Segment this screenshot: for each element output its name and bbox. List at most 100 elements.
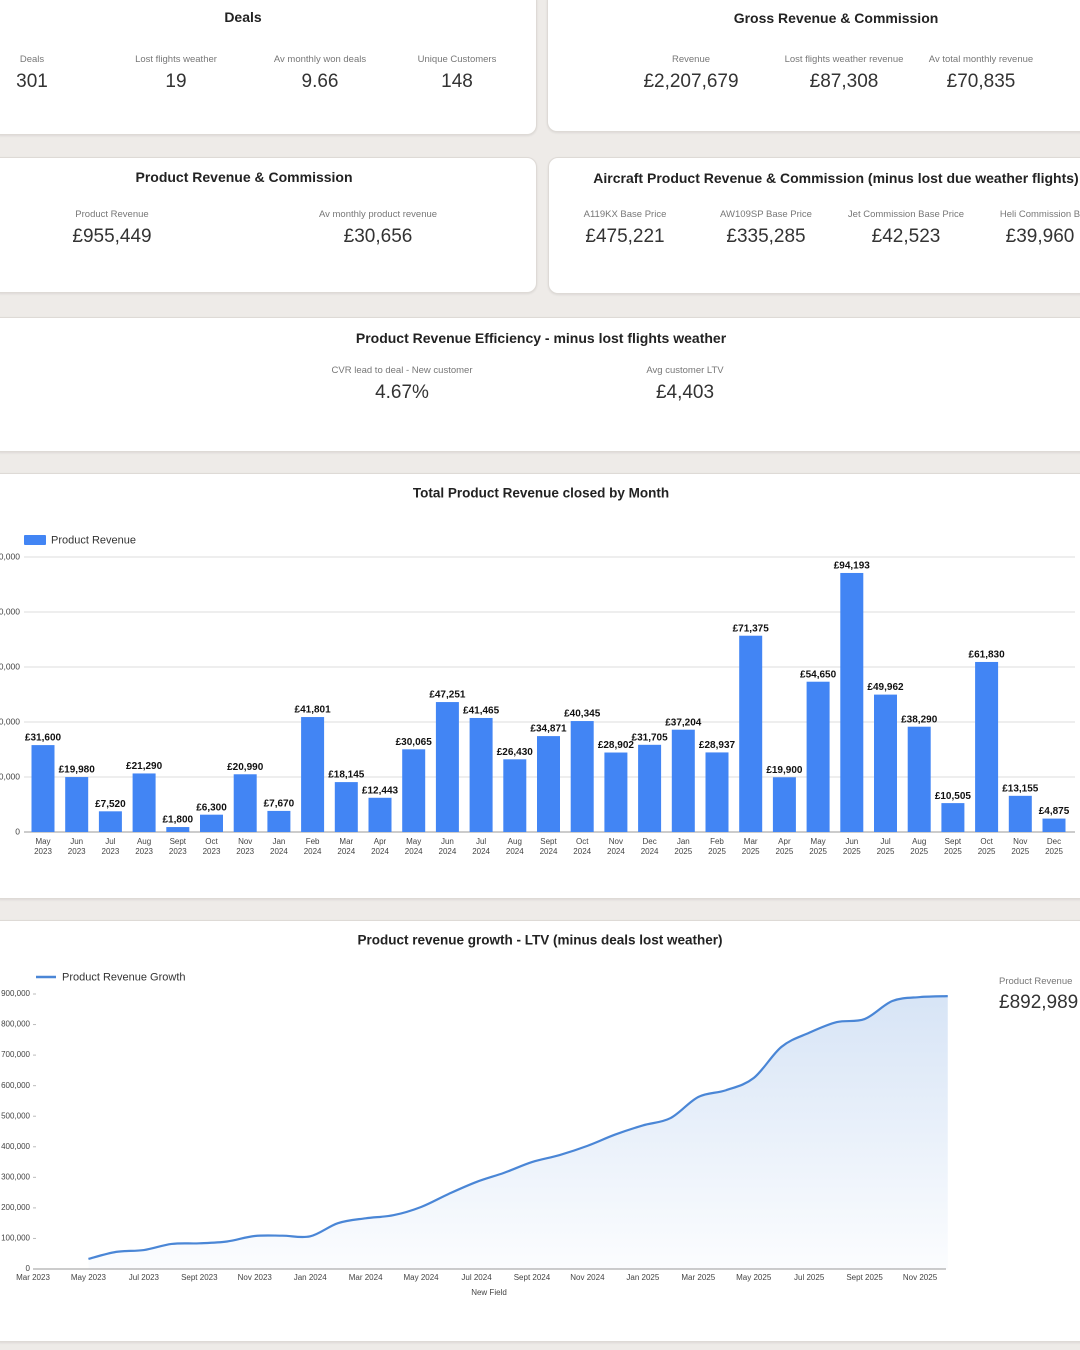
metric-value: 148 bbox=[441, 71, 473, 92]
bar bbox=[166, 827, 190, 832]
data-label: £1,800 bbox=[163, 815, 194, 826]
x-tick-label: Jul 2025 bbox=[877, 837, 895, 856]
x-tick-label: Nov 2025 bbox=[903, 1273, 938, 1282]
data-label: £54,650 bbox=[800, 669, 837, 680]
bar bbox=[772, 777, 796, 832]
x-tick-label: Feb 2025 bbox=[708, 837, 726, 856]
x-tick-label: Nov 2025 bbox=[1011, 837, 1029, 856]
bar bbox=[200, 814, 223, 832]
data-label: £28,937 bbox=[699, 740, 736, 751]
legend-label: Product Revenue Growth bbox=[62, 971, 186, 983]
metric-value: £70,835 bbox=[946, 71, 1016, 92]
kpi-card bbox=[548, 157, 1080, 294]
y-tick-label: 600,000 bbox=[1, 1081, 30, 1090]
y-tick-label: 700,000 bbox=[1, 1050, 30, 1059]
bar bbox=[65, 777, 89, 832]
metric-value: £87,308 bbox=[809, 71, 879, 92]
y-tick-label: 500,000 bbox=[1, 1111, 30, 1120]
x-tick-label: Jan 2024 bbox=[294, 1273, 327, 1282]
metric-label: Deals bbox=[19, 54, 45, 65]
x-tick-label: Mar 2024 bbox=[349, 1273, 383, 1282]
y-tick-label: 0 bbox=[26, 1264, 31, 1273]
y-tick-label: 400,000 bbox=[1, 1142, 30, 1151]
x-tick-label: May 2025 bbox=[736, 1273, 772, 1282]
y-tick-label: 200,000 bbox=[1, 1203, 30, 1212]
x-tick-label: Aug 2024 bbox=[506, 837, 524, 856]
bar bbox=[402, 749, 426, 832]
data-label: £49,962 bbox=[867, 682, 904, 693]
kpi-card bbox=[547, 0, 1080, 132]
data-label: £18,145 bbox=[328, 770, 365, 781]
metric-label: Av monthly product revenue bbox=[318, 209, 438, 220]
data-label: £31,600 bbox=[25, 733, 62, 744]
bar bbox=[705, 752, 729, 832]
x-tick-label: Mar 2024 bbox=[337, 837, 355, 856]
x-tick-label: May 2024 bbox=[405, 837, 423, 856]
x-tick-label: Aug 2023 bbox=[135, 837, 153, 856]
data-label: £12,443 bbox=[362, 785, 399, 796]
metric-label: Product Revenue bbox=[75, 209, 149, 220]
metric-value: £2,207,679 bbox=[643, 71, 739, 92]
data-label: £19,980 bbox=[59, 765, 96, 776]
data-label: £61,830 bbox=[969, 650, 1006, 661]
card-title: Product Revenue Efficiency - minus lost … bbox=[355, 330, 727, 346]
x-tick-label: Nov 2023 bbox=[236, 837, 254, 856]
metric-label: Lost flights weather revenue bbox=[784, 54, 904, 65]
x-tick-label: May 2023 bbox=[71, 1273, 107, 1282]
legend-swatch bbox=[24, 535, 46, 545]
metric-value: £30,656 bbox=[343, 226, 413, 247]
metric-label: Heli Commission B bbox=[999, 209, 1080, 220]
data-label: £7,670 bbox=[264, 799, 295, 810]
data-label: £20,990 bbox=[227, 762, 264, 773]
x-tick-label: Oct 2024 bbox=[573, 837, 591, 856]
metric-label: Revenue bbox=[671, 54, 711, 65]
y-tick-label: 800,000 bbox=[1, 1020, 30, 1029]
data-label: £6,300 bbox=[196, 802, 227, 813]
x-tick-label: Sept 2023 bbox=[181, 1273, 218, 1282]
data-label: £94,193 bbox=[834, 561, 871, 572]
metric-value: £335,285 bbox=[726, 226, 806, 247]
x-axis-title: New Field bbox=[471, 1288, 507, 1297]
chart-title: Product revenue growth - LTV (minus deal… bbox=[357, 933, 722, 948]
bar bbox=[132, 773, 156, 832]
bar bbox=[570, 721, 594, 832]
y-tick-label: 100,000 bbox=[1, 1234, 30, 1243]
metric-value: 4.67% bbox=[375, 382, 429, 403]
x-tick-label: Sept 2024 bbox=[540, 837, 558, 856]
data-label: £41,801 bbox=[295, 705, 332, 716]
x-tick-label: Nov 2024 bbox=[570, 1273, 605, 1282]
data-label: £37,204 bbox=[665, 717, 702, 728]
data-label: £26,430 bbox=[497, 747, 534, 758]
metric-value: 9.66 bbox=[301, 71, 339, 92]
data-label: £31,705 bbox=[632, 732, 669, 743]
x-tick-label: Aug 2025 bbox=[910, 837, 928, 856]
y-tick-label: 80,000 bbox=[0, 606, 20, 616]
x-tick-label: Mar 2025 bbox=[742, 837, 760, 856]
kpi-card bbox=[0, 0, 537, 135]
kpi-card bbox=[0, 157, 537, 293]
area bbox=[88, 996, 948, 1269]
metric-label: Lost flights weather bbox=[135, 54, 217, 65]
metric-label: Unique Customers bbox=[417, 54, 497, 65]
metric-label: AW109SP Base Price bbox=[720, 209, 812, 220]
metric-value: £955,449 bbox=[72, 226, 152, 247]
data-label: £21,290 bbox=[126, 761, 163, 772]
x-tick-label: Sept 2024 bbox=[514, 1273, 551, 1282]
y-tick-label: 40,000 bbox=[0, 716, 20, 726]
data-label: £71,375 bbox=[733, 623, 770, 634]
bar bbox=[1042, 818, 1066, 832]
card-title: Gross Revenue & Commission bbox=[733, 10, 939, 26]
bar bbox=[739, 635, 763, 832]
x-tick-label: Jul 2025 bbox=[794, 1273, 825, 1282]
x-tick-label: Jun 2023 bbox=[68, 837, 86, 856]
bar bbox=[671, 729, 695, 832]
x-tick-label: Mar 2023 bbox=[16, 1273, 50, 1282]
metric-label: CVR lead to deal - New customer bbox=[331, 365, 473, 376]
x-tick-label: Jul 2023 bbox=[102, 837, 120, 856]
chart-title: Total Product Revenue closed by Month bbox=[413, 486, 669, 501]
data-label: £47,251 bbox=[429, 690, 466, 701]
x-tick-label: May 2025 bbox=[809, 837, 827, 856]
metric-value: 301 bbox=[16, 71, 48, 92]
x-tick-label: May 2024 bbox=[404, 1273, 440, 1282]
